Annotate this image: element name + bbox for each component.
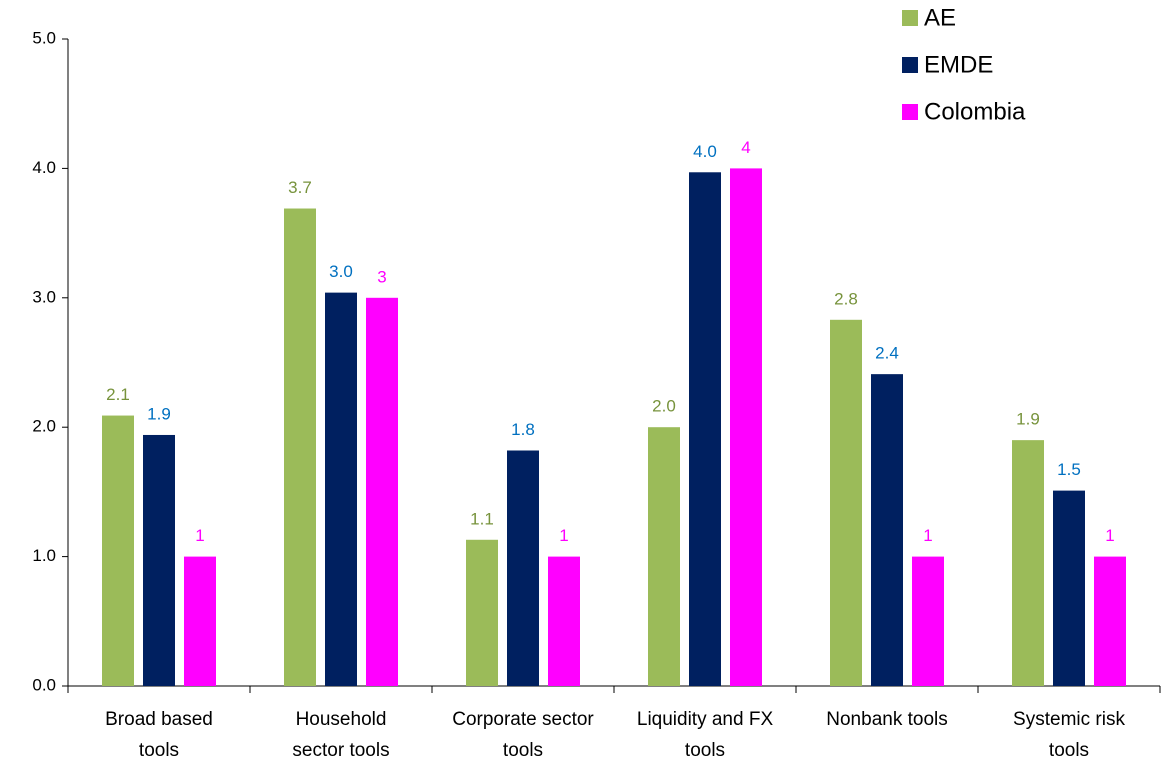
legend-label: AE xyxy=(924,4,956,31)
bar xyxy=(507,450,539,686)
bar xyxy=(325,292,357,686)
legend-swatch xyxy=(902,104,918,120)
y-tick-label: 1.0 xyxy=(32,546,56,565)
data-label: 1.5 xyxy=(1057,460,1081,479)
x-tick-label: Systemic risk tools xyxy=(1013,709,1125,761)
data-label: 2.4 xyxy=(875,344,899,363)
bar xyxy=(830,319,862,686)
data-label: 1 xyxy=(195,526,204,545)
data-label: 1.9 xyxy=(1016,410,1040,429)
data-label: 3.7 xyxy=(288,178,312,197)
data-label: 3 xyxy=(377,267,386,286)
legend-label: EMDE xyxy=(924,51,993,78)
data-label: 1 xyxy=(559,526,568,545)
data-label: 2.1 xyxy=(106,385,130,404)
bar xyxy=(284,208,316,686)
bar xyxy=(1012,440,1044,686)
y-tick-label: 2.0 xyxy=(32,417,56,436)
data-label: 1 xyxy=(923,526,932,545)
bar xyxy=(1053,490,1085,686)
legend-label: Colombia xyxy=(924,98,1026,125)
x-tick-label: Broad based tools xyxy=(105,709,213,761)
bar xyxy=(730,168,762,686)
bar xyxy=(689,172,721,687)
y-tick-label: 0.0 xyxy=(32,675,56,694)
data-label: 4 xyxy=(741,138,750,157)
bar xyxy=(366,297,398,686)
bar xyxy=(1094,556,1126,686)
bar xyxy=(466,539,498,686)
x-tick-label: Liquidity and FX tools xyxy=(636,709,774,761)
x-tick-label: Household sector tools xyxy=(292,709,390,761)
x-tick-label: Nonbank tools xyxy=(826,709,948,730)
bar xyxy=(548,556,580,686)
data-label: 2.8 xyxy=(834,289,858,308)
legend-swatch xyxy=(902,10,918,26)
legend-swatch xyxy=(902,57,918,73)
data-label: 2.0 xyxy=(652,397,676,416)
bar xyxy=(871,374,903,686)
bar xyxy=(143,434,175,686)
data-label: 4.0 xyxy=(693,142,717,161)
y-tick-label: 5.0 xyxy=(32,28,56,47)
data-label: 1.9 xyxy=(147,404,171,423)
bar xyxy=(912,556,944,686)
y-tick-label: 3.0 xyxy=(32,287,56,306)
x-tick-label: Corporate sector tools xyxy=(452,709,594,761)
data-label: 1 xyxy=(1105,526,1114,545)
data-label: 1.8 xyxy=(511,420,535,439)
bar xyxy=(648,427,680,686)
y-tick-label: 4.0 xyxy=(32,158,56,177)
data-label: 3.0 xyxy=(329,262,353,281)
bar xyxy=(184,556,216,686)
data-label: 1.1 xyxy=(470,509,494,528)
bar xyxy=(102,415,134,686)
